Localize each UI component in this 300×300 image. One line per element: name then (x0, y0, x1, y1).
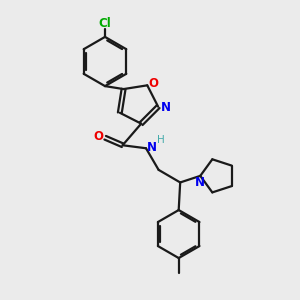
Text: N: N (195, 176, 205, 189)
Text: O: O (94, 130, 103, 143)
Text: O: O (148, 77, 158, 90)
Text: N: N (147, 141, 157, 154)
Text: Cl: Cl (99, 17, 111, 31)
Text: H: H (157, 135, 164, 145)
Text: N: N (160, 101, 171, 114)
